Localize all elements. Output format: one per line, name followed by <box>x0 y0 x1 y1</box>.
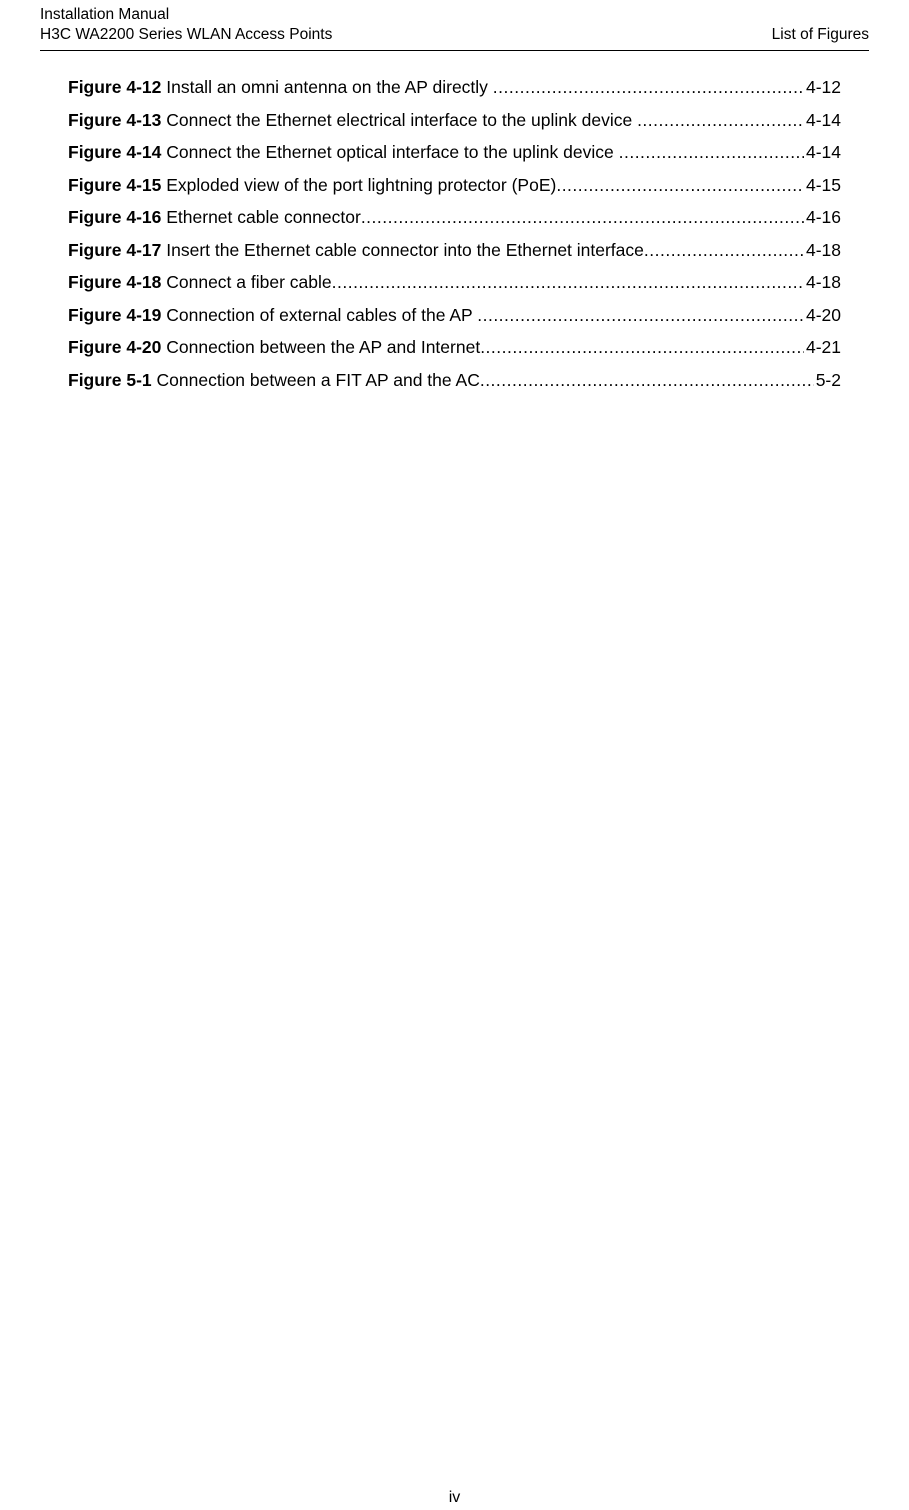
figure-entry[interactable]: Figure 4-12 Install an omni antenna on t… <box>68 71 841 104</box>
figure-label: Figure 4-15 <box>68 175 161 195</box>
figure-title: Install an omni antenna on the AP direct… <box>161 77 492 97</box>
dot-leader: ........................................… <box>480 370 841 390</box>
figure-page: 4-21 <box>804 331 841 364</box>
figure-entry-text: Figure 4-12 Install an omni antenna on t… <box>68 77 841 97</box>
page-number: iv <box>449 1489 461 1506</box>
header-line1: Installation Manual <box>40 6 169 24</box>
figure-page: 4-14 <box>804 136 841 169</box>
figure-title: Ethernet cable connector <box>161 207 360 227</box>
figure-entry[interactable]: Figure 4-17 Insert the Ethernet cable co… <box>68 234 841 267</box>
figure-entry-text: Figure 4-18 Connect a fiber cable.......… <box>68 272 841 292</box>
dot-leader: ........................................… <box>361 207 841 227</box>
figure-label: Figure 5-1 <box>68 370 152 390</box>
figure-label: Figure 4-17 <box>68 240 161 260</box>
figure-entry[interactable]: Figure 4-16 Ethernet cable connector....… <box>68 201 841 234</box>
dot-leader: ........................................… <box>332 272 841 292</box>
page-footer: iv <box>0 1489 909 1507</box>
figure-page: 4-12 <box>804 71 841 104</box>
figure-page: 4-15 <box>804 169 841 202</box>
page: Installation Manual H3C WA2200 Series WL… <box>0 0 909 1510</box>
figure-list: Figure 4-12 Install an omni antenna on t… <box>68 71 841 396</box>
figure-title: Connection between a FIT AP and the AC <box>152 370 480 390</box>
figure-label: Figure 4-16 <box>68 207 161 227</box>
figure-title: Connect the Ethernet optical interface t… <box>161 142 618 162</box>
figure-label: Figure 4-18 <box>68 272 161 292</box>
figure-title: Connect a fiber cable <box>161 272 331 292</box>
figure-entry-text: Figure 4-14 Connect the Ethernet optical… <box>68 142 841 162</box>
figure-label: Figure 4-12 <box>68 77 161 97</box>
page-header: Installation Manual H3C WA2200 Series WL… <box>40 6 869 51</box>
figure-label: Figure 4-20 <box>68 337 161 357</box>
dot-leader: ........................................… <box>477 305 841 325</box>
figure-page: 4-20 <box>804 299 841 332</box>
figure-entry-text: Figure 4-20 Connection between the AP an… <box>68 337 841 357</box>
figure-entry-text: Figure 4-15 Exploded view of the port li… <box>68 175 841 195</box>
figure-page: 4-14 <box>804 104 841 137</box>
figure-label: Figure 4-13 <box>68 110 161 130</box>
figure-title: Connection between the AP and Internet <box>161 337 480 357</box>
figure-title: Exploded view of the port lightning prot… <box>161 175 556 195</box>
figure-title: Connection of external cables of the AP <box>161 305 477 325</box>
header-line2: H3C WA2200 Series WLAN Access Points <box>40 26 332 44</box>
figure-entry-text: Figure 4-19 Connection of external cable… <box>68 305 841 325</box>
figure-page: 4-16 <box>804 201 841 234</box>
figure-entry[interactable]: Figure 4-18 Connect a fiber cable.......… <box>68 266 841 299</box>
figure-entry-text: Figure 4-16 Ethernet cable connector....… <box>68 207 841 227</box>
figure-entry[interactable]: Figure 4-14 Connect the Ethernet optical… <box>68 136 841 169</box>
dot-leader: ........................................… <box>480 337 841 357</box>
dot-leader: ........................................… <box>493 77 841 97</box>
figure-page: 4-18 <box>804 266 841 299</box>
figure-page: 5-2 <box>814 364 841 397</box>
figure-title: Insert the Ethernet cable connector into… <box>161 240 644 260</box>
figure-entry[interactable]: Figure 4-15 Exploded view of the port li… <box>68 169 841 202</box>
header-right: List of Figures <box>772 26 869 44</box>
figure-entry-text: Figure 4-13 Connect the Ethernet electri… <box>68 110 841 130</box>
figure-entry-text: Figure 4-17 Insert the Ethernet cable co… <box>68 240 841 260</box>
figure-entry[interactable]: Figure 5-1 Connection between a FIT AP a… <box>68 364 841 397</box>
figure-entry[interactable]: Figure 4-19 Connection of external cable… <box>68 299 841 332</box>
figure-title: Connect the Ethernet electrical interfac… <box>161 110 637 130</box>
figure-entry[interactable]: Figure 4-20 Connection between the AP an… <box>68 331 841 364</box>
figure-entry[interactable]: Figure 4-13 Connect the Ethernet electri… <box>68 104 841 137</box>
figure-label: Figure 4-14 <box>68 142 161 162</box>
figure-page: 4-18 <box>804 234 841 267</box>
figure-entry-text: Figure 5-1 Connection between a FIT AP a… <box>68 370 841 390</box>
dot-leader: ........................................… <box>556 175 841 195</box>
figure-label: Figure 4-19 <box>68 305 161 325</box>
